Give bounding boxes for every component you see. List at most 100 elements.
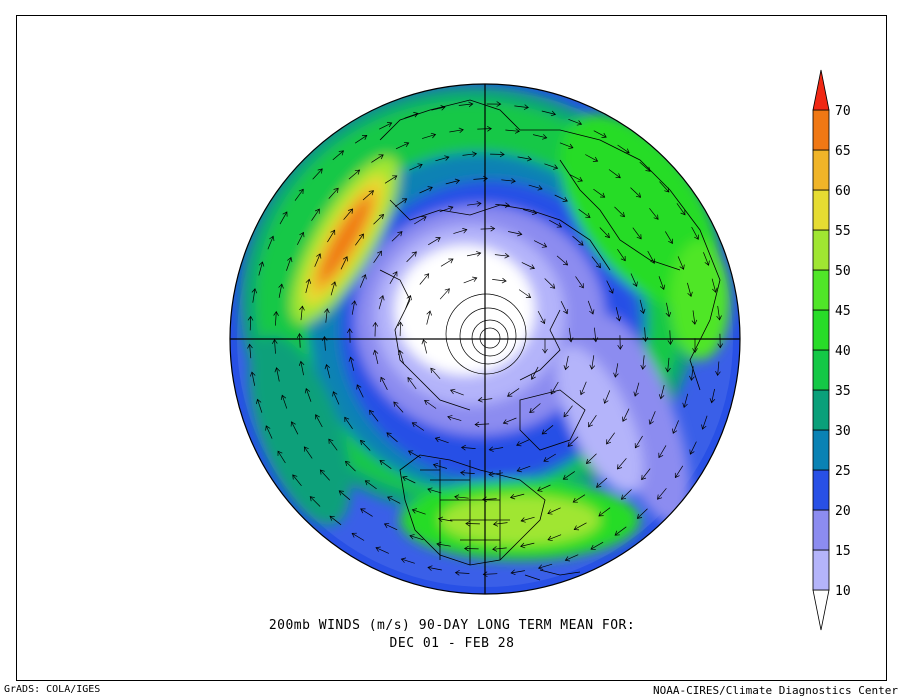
wind-arrow-head: [635, 192, 642, 198]
wind-arrow-head: [595, 262, 601, 269]
wind-arrow-head: [269, 235, 275, 241]
wind-arrow-head: [598, 511, 604, 517]
wind-arrow: [642, 355, 645, 370]
wind-arrow-head: [342, 256, 348, 262]
colorbar-label-35: 35: [835, 384, 851, 399]
wind-arrow: [258, 261, 263, 276]
wind-arrow: [426, 310, 431, 325]
wind-arrow-head: [667, 339, 674, 345]
wind-arrow-head: [328, 438, 334, 444]
wind-arrow-head: [577, 176, 583, 182]
wind-arrow: [424, 400, 437, 409]
wind-arrow: [492, 279, 507, 282]
wind-arrow-head: [411, 251, 417, 257]
wind-arrow-head: [427, 565, 433, 571]
colorbar-swatch-65: [812, 109, 830, 151]
coastlines: [379, 99, 721, 581]
wind-arrow-head: [258, 261, 265, 267]
wind-arrow-head: [715, 371, 721, 377]
wind-arrow-head: [375, 546, 381, 552]
wind-arrow: [621, 489, 632, 500]
wind-arrow: [450, 389, 464, 396]
wind-arrow: [384, 523, 398, 531]
wind-arrow-head: [372, 321, 379, 327]
wind-arrow-head: [448, 205, 454, 212]
wind-arrow: [461, 447, 476, 449]
wind-arrow-head: [378, 214, 385, 220]
wind-arrow: [647, 250, 655, 264]
wind-arrow-head: [338, 490, 344, 496]
wind-arrow-head: [247, 343, 253, 349]
wind-arrow-head: [608, 288, 614, 294]
wind-arrow-head: [331, 281, 337, 287]
wind-arrow-head: [624, 148, 630, 154]
wind-arrow-head: [476, 251, 482, 257]
wind-arrow-head: [664, 187, 670, 193]
wind-arrow-head: [620, 255, 626, 262]
wind-arrow-head: [421, 216, 427, 222]
wind-arrow-head: [324, 363, 331, 370]
wind-arrow: [494, 254, 509, 257]
wind-arrow: [455, 572, 470, 574]
colorbar-top-triangle: [812, 69, 830, 111]
wind-arrow-head: [347, 208, 354, 214]
wind-arrow-head: [509, 493, 516, 500]
wind-arrow-head: [501, 277, 507, 284]
wind-arrow: [521, 262, 535, 269]
wind-arrow-head: [603, 398, 609, 404]
wind-arrow-head: [290, 421, 296, 427]
wind-arrow: [475, 423, 490, 425]
wind-arrow-head: [588, 422, 593, 428]
wind-arrow: [249, 344, 252, 359]
wind-arrow-head: [589, 364, 596, 370]
wind-arrow: [691, 366, 694, 381]
wind-arrow: [635, 435, 643, 448]
wind-arrow-head: [529, 407, 535, 414]
wind-arrow-head: [440, 105, 446, 111]
wind-arrow: [604, 390, 611, 404]
wind-arrow-head: [653, 214, 659, 220]
wind-arrow: [360, 440, 371, 451]
wind-arrow-head: [692, 348, 698, 353]
wind-arrow-head: [333, 187, 339, 193]
wind-arrow: [667, 357, 670, 372]
wind-arrow-head: [360, 508, 366, 514]
wind-arrow: [586, 453, 597, 464]
wind-arrow: [447, 416, 462, 421]
wind-arrow-head: [255, 398, 262, 405]
wind-arrow-head: [658, 394, 665, 400]
wind-arrow: [348, 169, 360, 180]
wind-arrow-head: [378, 154, 384, 160]
wind-arrow: [326, 364, 331, 379]
wind-arrow-head: [364, 480, 371, 486]
wind-arrow: [637, 508, 648, 519]
wind-arrow: [430, 368, 441, 380]
wind-arrow: [360, 508, 373, 517]
wind-arrow-head: [344, 416, 350, 423]
wind-arrow: [408, 450, 421, 459]
wind-arrow: [617, 458, 627, 470]
wind-arrow: [590, 541, 604, 550]
wind-arrow-head: [636, 234, 642, 240]
wind-arrow: [528, 184, 543, 190]
wind-arrow: [658, 445, 667, 458]
wind-arrow-head: [639, 308, 646, 315]
wind-arrow-head: [401, 198, 408, 204]
wind-arrow-head: [615, 173, 621, 179]
wind-arrow: [563, 471, 575, 480]
colorbar-swatch-40: [812, 309, 830, 351]
wind-arrow: [630, 273, 638, 287]
wind-arrow: [672, 420, 679, 434]
wind-arrow: [649, 411, 656, 425]
wind-arrow: [428, 237, 441, 246]
wind-arrow: [657, 488, 667, 500]
wind-arrow-head: [606, 439, 612, 445]
wind-arrow-head: [640, 364, 646, 370]
wind-arrow-head: [393, 401, 399, 407]
colorbar-swatch-20: [812, 469, 830, 511]
wind-arrow-head: [460, 470, 466, 476]
wind-arrow-head: [361, 135, 368, 140]
wind-arrow-head: [309, 496, 315, 502]
wind-arrow: [350, 357, 355, 371]
